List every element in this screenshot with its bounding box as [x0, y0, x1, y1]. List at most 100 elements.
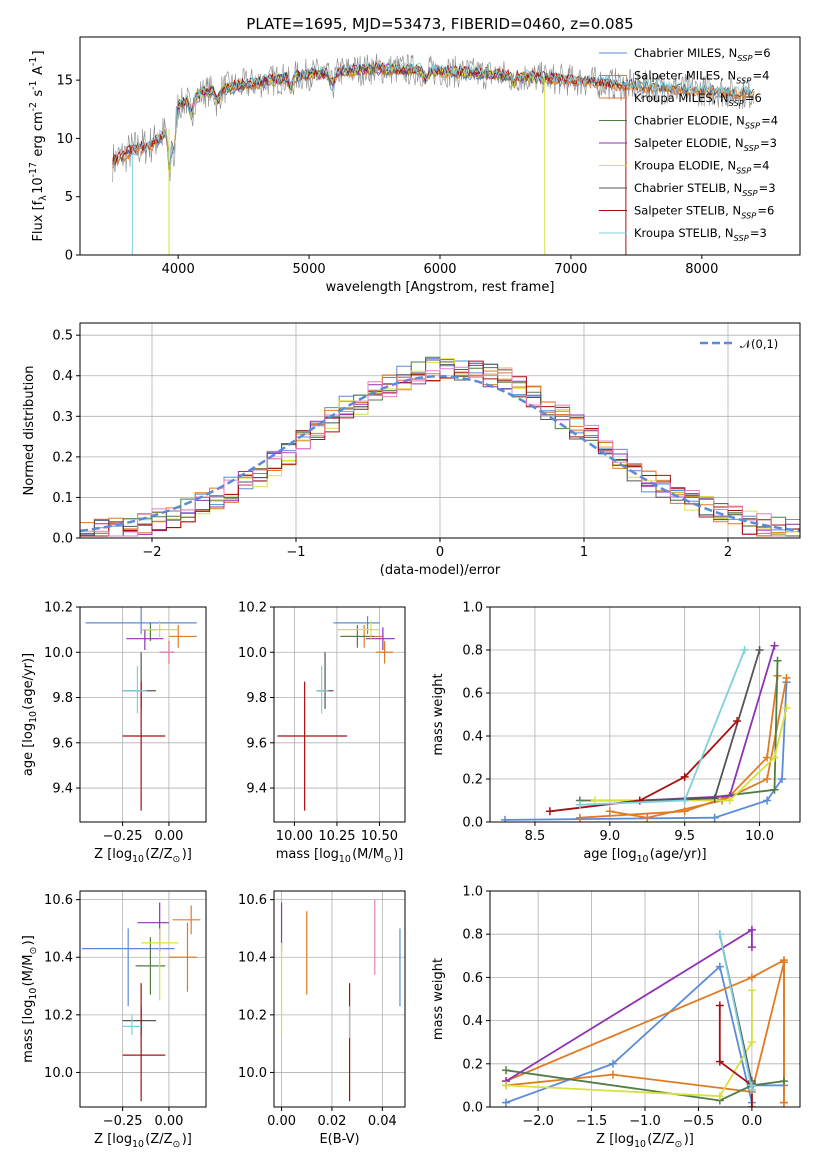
- x-tick-label: −2.0: [522, 1114, 554, 1129]
- age-weight-panel: 8.5 9.0 9.5 10.0 0.0 0.2 0.4 0.6 0.8 1.0 age [log1…: [431, 601, 801, 865]
- x-tick-label: −0.25: [103, 829, 143, 844]
- x-tick-label: 7000: [554, 262, 587, 277]
- x-tick-label: 10.0: [745, 829, 774, 844]
- weight-series: [545, 716, 742, 816]
- weight-marker: [747, 1081, 756, 1090]
- weight-marker: [502, 1098, 511, 1107]
- errorbar-point: [336, 620, 380, 639]
- weight-series: [575, 646, 749, 809]
- x-axis-label: mass [log10 (M/M⊙ )]: [276, 847, 404, 865]
- y-tick-label: 1.0: [462, 885, 483, 900]
- legend: 𝒩(0,1): [700, 337, 778, 351]
- y-tick-label: 0.0: [462, 816, 483, 831]
- weight-marker: [608, 1059, 617, 1068]
- weight-marker: [747, 1038, 756, 1047]
- y-tick-label: 0.1: [52, 491, 73, 506]
- x-tick-label: 9.0: [599, 829, 620, 844]
- model-line: [112, 60, 624, 167]
- errorbar-point: [316, 665, 329, 714]
- errorbar-point: [376, 640, 394, 664]
- weight-line: [639, 649, 761, 802]
- errorbar-point: [141, 620, 179, 639]
- x-tick-label: 0: [436, 545, 444, 560]
- y-tick-label: 9.4: [52, 782, 73, 797]
- x-tick-label: −1.0: [629, 1114, 661, 1129]
- weight-marker: [779, 956, 788, 965]
- errorbar-point: [333, 616, 380, 635]
- x-axis-label: E(B-V): [319, 1132, 359, 1147]
- errorbar-point: [122, 665, 147, 714]
- weight-marker: [680, 772, 689, 781]
- y-tick-label: 10.0: [44, 646, 73, 661]
- errorbar-point: [172, 905, 201, 935]
- weight-marker: [502, 1066, 511, 1075]
- y-tick-label: 0.2: [462, 1057, 483, 1072]
- normal-curve: [80, 374, 800, 533]
- y-tick-label: 9.8: [246, 691, 267, 706]
- y-tick-label: 0.2: [462, 773, 483, 788]
- histogram-series: [80, 366, 800, 537]
- legend-entry: 𝒩(0,1): [740, 337, 778, 351]
- weight-marker: [782, 673, 791, 682]
- y-axis-label: Normed distribution: [22, 366, 37, 496]
- weight-marker: [747, 986, 756, 995]
- errorbar-point: [168, 922, 197, 992]
- plot-area: [502, 925, 788, 1107]
- x-tick-label: 0.0: [742, 1114, 763, 1129]
- x-tick-label: 9.5: [674, 829, 695, 844]
- plot-area: [81, 902, 201, 1102]
- y-tick-label: 9.6: [246, 736, 267, 751]
- errorbar-point: [122, 652, 156, 709]
- plot-area: [280, 899, 401, 1102]
- weight-marker: [755, 646, 764, 654]
- weight-marker: [715, 962, 724, 971]
- metallicity-weight-panel: −2.0 −1.5 −1.0 −0.5 0.0 0.0 0.2 0.4 0.6 0.8 1.0 Z […: [431, 885, 801, 1150]
- plot-area: [112, 53, 755, 255]
- weight-marker: [770, 785, 779, 794]
- y-tick-label: 10.6: [238, 893, 267, 908]
- errorbar-point: [340, 625, 375, 648]
- weight-marker: [740, 646, 749, 654]
- y-tick-label: 10.2: [238, 601, 267, 616]
- x-tick-label: 5000: [293, 262, 326, 277]
- errorbar-point: [81, 928, 175, 1007]
- y-tick-label: 10.2: [44, 1008, 73, 1023]
- x-tick-label: 0.00: [154, 1114, 183, 1129]
- weight-series: [502, 925, 756, 1086]
- axes-frame: [273, 606, 406, 823]
- y-axis-label: mass weight: [431, 958, 446, 1040]
- y-tick-label: 0.6: [462, 687, 483, 702]
- x-tick-label: 4000: [162, 262, 195, 277]
- y-tick-label: 0.6: [462, 971, 483, 986]
- y-tick-label: 0.5: [52, 329, 73, 344]
- x-tick-label: 8.5: [525, 829, 546, 844]
- weight-marker: [715, 1057, 724, 1066]
- weight-series: [502, 986, 756, 1101]
- y-tick-label: 0.8: [462, 644, 483, 659]
- weight-marker: [710, 794, 719, 803]
- y-axis-label: mass [log10 (M/M⊙ )]: [21, 935, 39, 1063]
- weight-marker: [763, 753, 772, 762]
- weight-series: [590, 704, 791, 805]
- mass-vs-extinction-panel: 0.00 0.02 0.04 10.0 10.2 10.4 10.6 E(B-V): [238, 890, 406, 1147]
- errorbar-point: [122, 983, 166, 1102]
- legend-entry: Kroupa STELIB, NSSP =3: [634, 226, 767, 243]
- weight-marker: [747, 973, 756, 982]
- y-tick-label: 0.3: [52, 410, 73, 425]
- weight-marker: [715, 1092, 724, 1101]
- legend-entry: Salpeter STELIB, NSSP =6: [634, 204, 774, 221]
- mass-vs-metallicity-panel: −0.25 0.00 10.0 10.2 10.4 10.6 Z [log10 (Z/Z⊙ …: [21, 890, 207, 1150]
- x-tick-label: 0.04: [368, 1114, 397, 1129]
- histogram-series: [80, 360, 800, 537]
- y-tick-label: 10.4: [238, 951, 267, 966]
- y-tick-label: 10.4: [44, 951, 73, 966]
- x-axis-label: wavelength [Angstrom, rest frame]: [326, 280, 555, 295]
- errorbar-point: [277, 681, 348, 811]
- y-tick-label: 10.2: [238, 1008, 267, 1023]
- chart-title: PLATE=1695, MJD=53473, FIBERID=0460, z=0…: [246, 15, 633, 33]
- errorbar-point: [159, 643, 175, 662]
- axes-frame: [79, 890, 207, 1108]
- weight-series: [635, 641, 779, 805]
- weight-marker: [710, 813, 719, 822]
- weight-marker: [733, 716, 742, 725]
